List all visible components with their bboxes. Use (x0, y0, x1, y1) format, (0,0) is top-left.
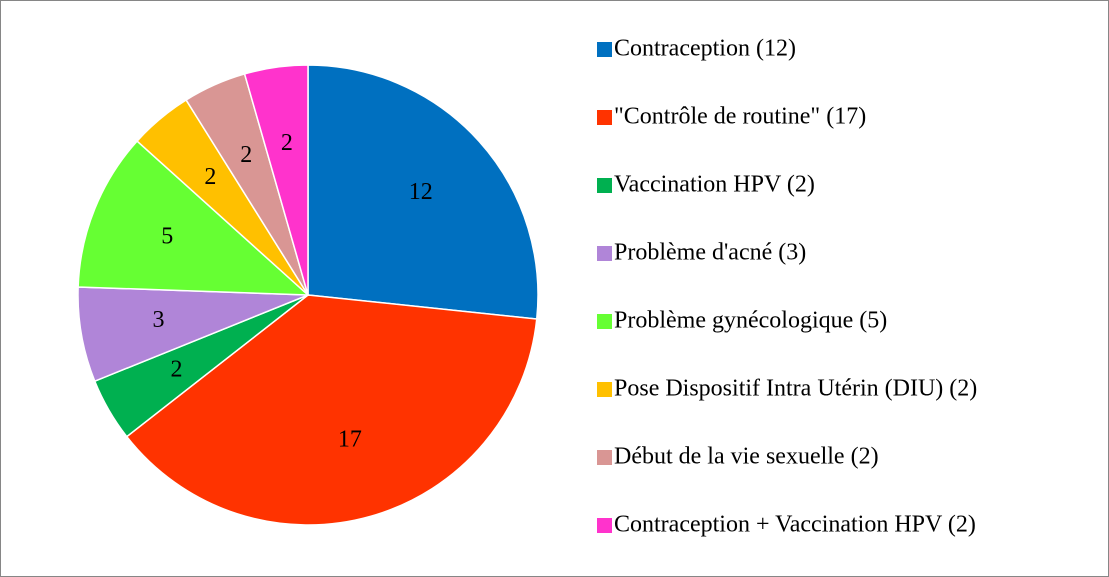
legend-label: Début de la vie sexuelle (2) (614, 444, 879, 470)
legend-label: Contraception (12) (614, 36, 796, 62)
legend-swatch (597, 314, 612, 329)
legend-label: Vaccination HPV (2) (614, 172, 815, 198)
legend-swatch (597, 178, 612, 193)
data-label: 2 (240, 142, 252, 168)
pie-slice (307, 64, 539, 320)
data-label: 2 (171, 356, 183, 382)
legend-swatch (597, 110, 612, 125)
data-label: 3 (153, 307, 165, 333)
legend-label: Problème gynécologique (5) (614, 308, 887, 334)
legend-label: Pose Dispositif Intra Utérin (DIU) (2) (614, 376, 977, 402)
pie-slice (243, 64, 309, 296)
legend-label: Contraception + Vaccination HPV (2) (614, 512, 976, 538)
data-label: 17 (338, 426, 362, 452)
legend-swatch (597, 42, 612, 57)
data-label: 12 (409, 179, 433, 205)
data-label: 2 (281, 130, 293, 156)
data-label: 5 (161, 224, 173, 250)
legend-label: "Contrôle de routine" (17) (614, 104, 866, 130)
legend-swatch (597, 382, 612, 397)
legend-label: Problème d'acné (3) (614, 240, 806, 266)
legend-swatch (597, 246, 612, 261)
legend-swatch (597, 518, 612, 533)
legend-swatch (597, 450, 612, 465)
pie-slice (77, 140, 311, 296)
pie-slice (125, 294, 538, 526)
data-label: 2 (204, 164, 216, 190)
